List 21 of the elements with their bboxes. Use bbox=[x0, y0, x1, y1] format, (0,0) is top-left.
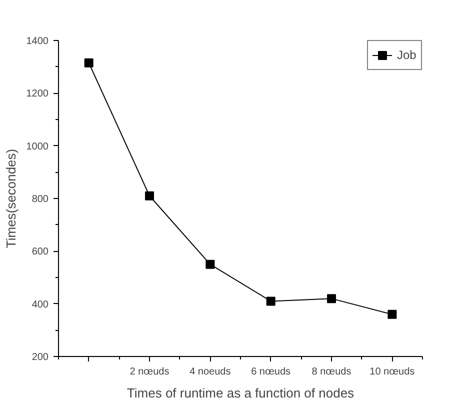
x-axis-title: Times of runtime as a function of nodes bbox=[126, 386, 355, 400]
point bbox=[145, 191, 154, 200]
y-tick-label: 800 bbox=[32, 194, 49, 205]
point bbox=[388, 310, 397, 319]
point bbox=[327, 294, 336, 304]
x-tick-label: 6 nœuds bbox=[251, 366, 291, 378]
x-tick-label: 8 nœuds bbox=[312, 366, 352, 378]
x-tick-label: 2 nœuds bbox=[130, 366, 170, 378]
y-tick-label: 1400 bbox=[26, 36, 49, 47]
point bbox=[266, 296, 276, 306]
y-tick-label: 1200 bbox=[26, 88, 49, 100]
y-tick-label: 200 bbox=[32, 352, 49, 363]
y-tick-label: 1000 bbox=[26, 141, 49, 152]
legend-label: Job bbox=[397, 48, 417, 62]
point bbox=[84, 58, 94, 68]
y-tick-label: 400 bbox=[32, 299, 49, 310]
point bbox=[206, 260, 215, 269]
x-tick-label: 10 nœuds bbox=[370, 366, 415, 378]
y-axis-title: Times(secondes) bbox=[3, 148, 18, 248]
y-tick-label: 600 bbox=[32, 246, 49, 258]
x-tick-label: 4 noeuds bbox=[190, 366, 231, 378]
